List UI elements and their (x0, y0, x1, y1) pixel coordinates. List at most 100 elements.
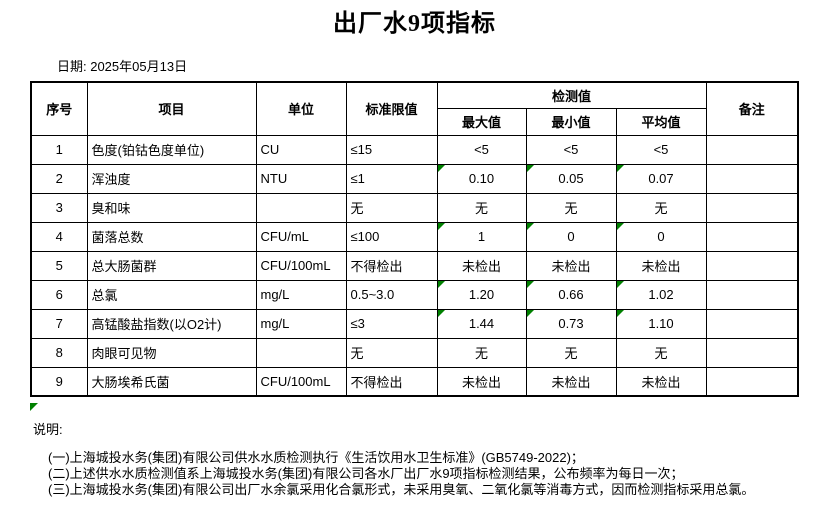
cell-min-value: 0 (525, 221, 617, 252)
cell-remark (705, 279, 799, 310)
cell-remark (705, 250, 799, 281)
note-line-3: (三)上海城投水务(集团)有限公司出厂水余氯采用化合氯形式，未采用臭氧、二氧化氯… (48, 482, 755, 497)
cell-avg-value: 1.10 (615, 308, 707, 339)
cell-limit: ≤15 (345, 134, 438, 165)
table-header: 序号 项目 单位 标准限值 检测值 备注 最大值 最小值 平均值 (30, 81, 799, 136)
cell-limit: 不得检出 (345, 250, 438, 281)
cell-unit (255, 337, 347, 368)
cell-max-value: 未检出 (436, 250, 527, 281)
table-row: 9 大肠埃希氏菌 CFU/100mL 不得检出 未检出 未检出 未检出 (30, 366, 799, 397)
table-row: 5 总大肠菌群 CFU/100mL 不得检出 未检出 未检出 未检出 (30, 250, 799, 281)
cell-item: 总氯 (86, 279, 257, 310)
cell-avg-value: 1.02 (615, 279, 707, 310)
cell-unit: mg/L (255, 308, 347, 339)
col-header-detection: 检测值 (436, 81, 707, 109)
cell-no: 9 (30, 366, 88, 397)
col-header-item: 项目 (86, 81, 257, 136)
col-header-remark: 备注 (705, 81, 799, 136)
cell-max-value: 无 (436, 337, 527, 368)
cell-min-value: 0.66 (525, 279, 617, 310)
cell-item: 菌落总数 (86, 221, 257, 252)
cell-unit: CU (255, 134, 347, 165)
comment-flag-icon (30, 403, 38, 411)
cell-no: 2 (30, 163, 88, 194)
cell-remark (705, 134, 799, 165)
table-row: 3 臭和味 无 无 无 无 (30, 192, 799, 223)
cell-min-value: 未检出 (525, 366, 617, 397)
cell-remark (705, 366, 799, 397)
table-body: 1 色度(铂钴色度单位) CU ≤15 <5 <5 <5 2 浑浊度 NTU ≤… (30, 134, 799, 397)
cell-max-value: 1.20 (436, 279, 527, 310)
cell-min-value: 无 (525, 337, 617, 368)
table-row: 2 浑浊度 NTU ≤1 0.10 0.05 0.07 (30, 163, 799, 194)
header-row-1: 序号 项目 单位 标准限值 检测值 备注 (30, 81, 799, 136)
table-row: 6 总氯 mg/L 0.5~3.0 1.20 0.66 1.02 (30, 279, 799, 310)
cell-no: 5 (30, 250, 88, 281)
cell-item: 肉眼可见物 (86, 337, 257, 368)
cell-unit: CFU/mL (255, 221, 347, 252)
cell-max-value: 0.10 (436, 163, 527, 194)
cell-limit: ≤1 (345, 163, 438, 194)
cell-min-value: 0.05 (525, 163, 617, 194)
col-header-unit: 单位 (255, 81, 347, 136)
cell-no: 4 (30, 221, 88, 252)
cell-limit: 不得检出 (345, 366, 438, 397)
cell-no: 3 (30, 192, 88, 223)
table-row: 4 菌落总数 CFU/mL ≤100 1 0 0 (30, 221, 799, 252)
note-line-2: (二)上述供水水质检测值系上海城投水务(集团)有限公司各水厂出厂水9项指标检测结… (48, 466, 684, 481)
table-row: 1 色度(铂钴色度单位) CU ≤15 <5 <5 <5 (30, 134, 799, 165)
cell-limit: 无 (345, 337, 438, 368)
cell-avg-value: 0 (615, 221, 707, 252)
cell-avg-value: 未检出 (615, 250, 707, 281)
cell-avg-value: <5 (615, 134, 707, 165)
cell-item: 色度(铂钴色度单位) (86, 134, 257, 165)
cell-min-value: 0.73 (525, 308, 617, 339)
cell-item: 总大肠菌群 (86, 250, 257, 281)
cell-max-value: 未检出 (436, 366, 527, 397)
cell-item: 臭和味 (86, 192, 257, 223)
notes-label: 说明: (33, 422, 63, 437)
cell-no: 6 (30, 279, 88, 310)
cell-unit (255, 192, 347, 223)
cell-min-value: <5 (525, 134, 617, 165)
cell-unit: mg/L (255, 279, 347, 310)
report-date: 日期: 2025年05月13日 (57, 59, 188, 74)
cell-min-value: 未检出 (525, 250, 617, 281)
col-header-avg: 平均值 (615, 107, 707, 136)
cell-item: 浑浊度 (86, 163, 257, 194)
cell-max-value: 1.44 (436, 308, 527, 339)
cell-remark (705, 192, 799, 223)
col-header-min: 最小值 (525, 107, 617, 136)
header-row-2: 最大值 最小值 平均值 (31, 107, 798, 136)
note-line-1: (一)上海城投水务(集团)有限公司供水水质检测执行《生活饮用水卫生标准》(GB5… (48, 450, 584, 465)
col-header-max: 最大值 (436, 107, 527, 136)
cell-avg-value: 无 (615, 337, 707, 368)
table-row: 8 肉眼可见物 无 无 无 无 (30, 337, 799, 368)
cell-unit: CFU/100mL (255, 250, 347, 281)
cell-no: 7 (30, 308, 88, 339)
cell-limit: ≤3 (345, 308, 438, 339)
cell-max-value: <5 (436, 134, 527, 165)
col-header-limit: 标准限值 (345, 81, 438, 136)
cell-remark (705, 308, 799, 339)
cell-avg-value: 0.07 (615, 163, 707, 194)
cell-remark (705, 337, 799, 368)
cell-no: 8 (30, 337, 88, 368)
cell-limit: 无 (345, 192, 438, 223)
cell-unit: CFU/100mL (255, 366, 347, 397)
indicator-table: 序号 项目 单位 标准限值 检测值 备注 最大值 最小值 平均值 1 色度(铂钴… (30, 81, 799, 397)
page-title: 出厂水9项指标 (333, 11, 496, 37)
cell-avg-value: 无 (615, 192, 707, 223)
cell-item: 高锰酸盐指数(以O2计) (86, 308, 257, 339)
cell-item: 大肠埃希氏菌 (86, 366, 257, 397)
cell-no: 1 (30, 134, 88, 165)
cell-max-value: 无 (436, 192, 527, 223)
cell-remark (705, 221, 799, 252)
cell-max-value: 1 (436, 221, 527, 252)
cell-avg-value: 未检出 (615, 366, 707, 397)
table-row: 7 高锰酸盐指数(以O2计) mg/L ≤3 1.44 0.73 1.10 (30, 308, 799, 339)
cell-limit: ≤100 (345, 221, 438, 252)
cell-min-value: 无 (525, 192, 617, 223)
notes-list: (一)上海城投水务(集团)有限公司供水水质检测执行《生活饮用水卫生标准》(GB5… (48, 450, 754, 498)
cell-unit: NTU (255, 163, 347, 194)
